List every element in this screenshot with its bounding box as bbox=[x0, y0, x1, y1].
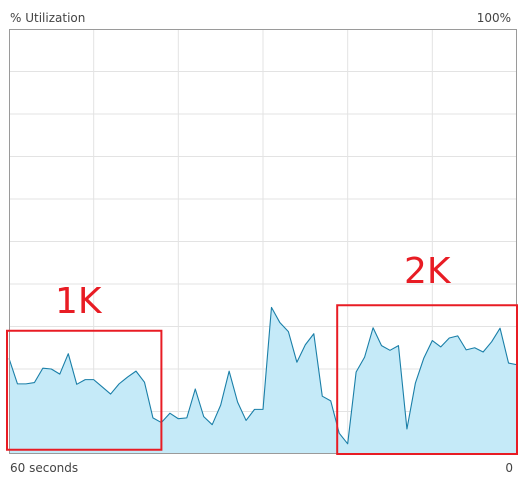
plot-border bbox=[9, 29, 517, 454]
utilization-line bbox=[8, 306, 518, 445]
annotation-label: 1K bbox=[55, 281, 103, 322]
y-axis-label: % Utilization bbox=[10, 11, 86, 25]
y-max-label: 100% bbox=[476, 11, 511, 25]
annotation-label: 2K bbox=[404, 251, 452, 292]
x-axis-left-label: 60 seconds bbox=[10, 461, 79, 475]
x-axis-right-label: 0 bbox=[505, 461, 513, 475]
utilization-area bbox=[9, 307, 517, 454]
annotation-box bbox=[336, 304, 519, 455]
annotation-box bbox=[6, 329, 163, 451]
